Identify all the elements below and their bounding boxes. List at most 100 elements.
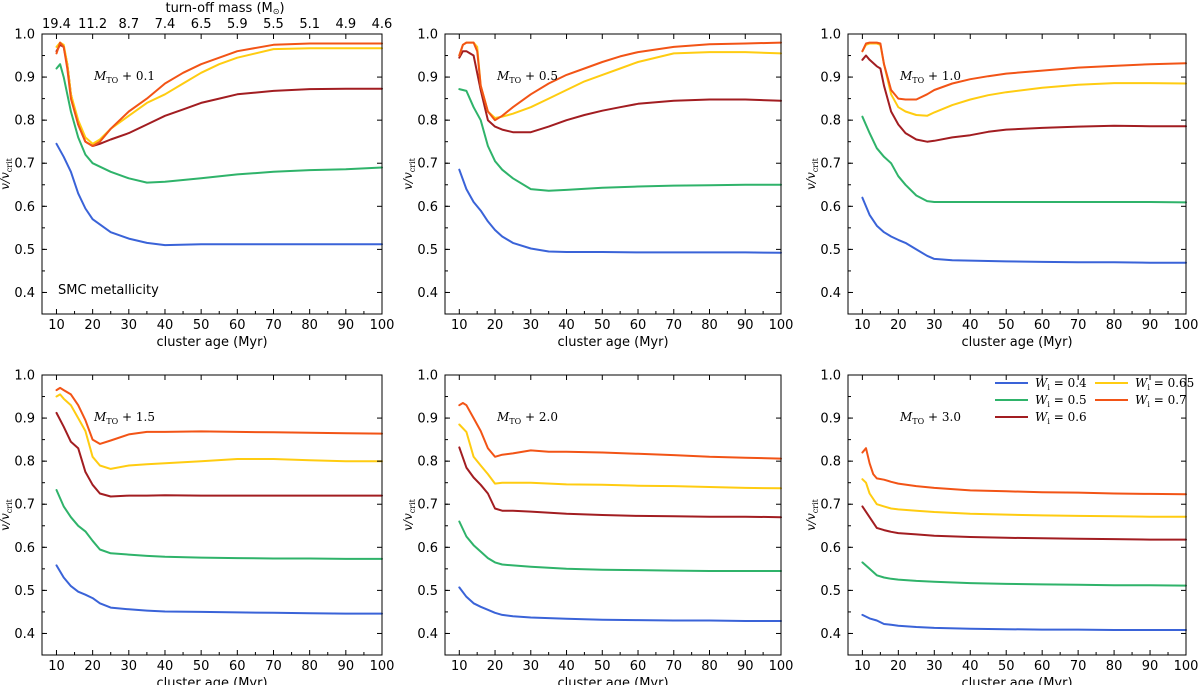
- x-tick-label: 20: [84, 318, 101, 333]
- x-tick-label: 10: [854, 659, 871, 674]
- y-tick-label: 0.9: [820, 412, 841, 427]
- y-tick-label: 0.5: [417, 243, 438, 258]
- series-line-w06: [861, 54, 1187, 143]
- y-tick-label: 0.9: [14, 412, 35, 427]
- y-tick-label: 0.5: [14, 243, 35, 258]
- y-axis-label: v/vcrit: [804, 498, 820, 530]
- x-tick-label: 60: [229, 659, 246, 674]
- x-tick-label: 10: [451, 318, 468, 333]
- x-tick-label: 20: [487, 318, 504, 333]
- x-tick-label: 60: [1034, 318, 1051, 333]
- plot-frame: [41, 374, 383, 656]
- x-tick-label: 30: [121, 318, 138, 333]
- x-tick-label: 50: [594, 318, 611, 333]
- panel-2: 10 20 30 40 50 60 70 80 90 100 0.4 0.5 0.6 0.7 0.8 0.9 1…: [401, 28, 793, 351]
- y-axis-label: v/vcrit: [0, 498, 14, 530]
- x-tick-label: 50: [998, 659, 1015, 674]
- y-tick-label: 0.8: [820, 114, 841, 129]
- x-tick-label: 10: [48, 318, 65, 333]
- x-tick-label: 80: [1106, 318, 1123, 333]
- series-line-w06: [55, 411, 383, 498]
- top-tick-label: 8.7: [118, 17, 139, 32]
- y-tick-label: 0.4: [820, 286, 841, 301]
- series-line-w065: [458, 423, 782, 490]
- top-axis-label-close: ): [279, 1, 284, 16]
- series-line-w05: [55, 63, 383, 184]
- y-tick-label: 0.5: [417, 584, 438, 599]
- x-tick-label: 100: [1174, 318, 1199, 333]
- x-tick-label: 90: [338, 318, 355, 333]
- series-line-w07: [861, 447, 1187, 496]
- x-tick-label: 80: [301, 318, 318, 333]
- series-line-w06: [55, 43, 383, 147]
- series-line-w065: [861, 478, 1187, 518]
- plot-frame: [41, 33, 383, 315]
- x-tick-label: 30: [926, 659, 943, 674]
- y-tick-label: 1.0: [820, 28, 841, 43]
- panel-label: MTO + 2.0: [496, 410, 558, 426]
- top-tick-label: 4.9: [335, 17, 356, 32]
- y-tick-label: 0.4: [417, 286, 438, 301]
- top-tick-label: 19.4: [42, 17, 71, 32]
- panel-label: MTO + 1.0: [899, 69, 961, 85]
- series-line-w07: [458, 402, 782, 460]
- y-tick-label: 1.0: [14, 369, 35, 384]
- x-tick-label: 60: [229, 318, 246, 333]
- y-tick-label: 0.6: [417, 541, 438, 556]
- series-line-w04: [55, 564, 383, 615]
- y-axis-label: v/vcrit: [804, 157, 820, 189]
- x-tick-label: 70: [665, 659, 682, 674]
- y-tick-label: 0.4: [417, 627, 438, 642]
- y-tick-label: 0.6: [14, 200, 35, 215]
- y-tick-label: 0.7: [14, 498, 35, 513]
- x-tick-label: 50: [193, 659, 210, 674]
- x-tick-label: 20: [890, 659, 907, 674]
- x-tick-label: 90: [1142, 318, 1159, 333]
- panel-label: MTO + 0.5: [496, 69, 558, 85]
- x-tick-label: 70: [665, 318, 682, 333]
- x-tick-label: 70: [1070, 318, 1087, 333]
- y-axis-label: v/vcrit: [401, 157, 417, 189]
- legend-label-w065: Wi = 0.65: [1135, 376, 1194, 392]
- top-tick-label: 4.6: [372, 17, 393, 32]
- y-tick-label: 1.0: [14, 28, 35, 43]
- panel-label: MTO + 1.5: [93, 410, 155, 426]
- x-tick-label: 100: [1174, 659, 1199, 674]
- y-tick-label: 0.8: [417, 455, 438, 470]
- x-axis-label: cluster age (Myr): [961, 676, 1072, 685]
- x-tick-label: 80: [301, 659, 318, 674]
- legend-label-w06: Wi = 0.6: [1035, 410, 1087, 426]
- y-tick-label: 0.4: [14, 627, 35, 642]
- x-tick-label: 40: [962, 659, 979, 674]
- x-tick-label: 100: [769, 318, 794, 333]
- panel-3: 10 20 30 40 50 60 70 80 90 100 0.4 0.5 0.6 0.7 0.8 0.9 1…: [804, 28, 1198, 351]
- x-tick-label: 50: [998, 318, 1015, 333]
- series-line-w04: [458, 586, 782, 622]
- series-line-w06: [861, 505, 1187, 541]
- panel-label: MTO + 3.0: [899, 410, 961, 426]
- y-tick-label: 0.7: [14, 157, 35, 172]
- y-tick-label: 0.8: [14, 455, 35, 470]
- top-axis-ticks: 19.4 11.2 8.7 7.4 6.5 5.9 5.5 5.1 4.9 4.6: [42, 17, 392, 32]
- metallicity-annotation: SMC metallicity: [58, 283, 159, 298]
- series-line-w05: [55, 489, 383, 560]
- series-line-w05: [458, 88, 782, 192]
- x-tick-label: 40: [157, 659, 174, 674]
- x-tick-label: 80: [701, 318, 718, 333]
- plot-frame: [847, 374, 1187, 656]
- top-axis-label-text: turn-off mass (M: [165, 1, 272, 16]
- x-axis-label: cluster age (Myr): [557, 676, 668, 685]
- top-tick-label: 7.4: [155, 17, 176, 32]
- top-axis-label-sym: ⊙: [273, 7, 280, 16]
- series-line-w06: [458, 50, 782, 134]
- series-line-w04: [458, 168, 782, 254]
- y-axis-label: v/vcrit: [401, 498, 417, 530]
- y-tick-label: 0.9: [417, 71, 438, 86]
- x-tick-label: 90: [737, 318, 754, 333]
- x-axis-label: cluster age (Myr): [961, 335, 1072, 350]
- y-tick-label: 1.0: [417, 28, 438, 43]
- series-line-w07: [55, 386, 383, 445]
- x-tick-label: 20: [487, 659, 504, 674]
- x-tick-label: 70: [265, 318, 282, 333]
